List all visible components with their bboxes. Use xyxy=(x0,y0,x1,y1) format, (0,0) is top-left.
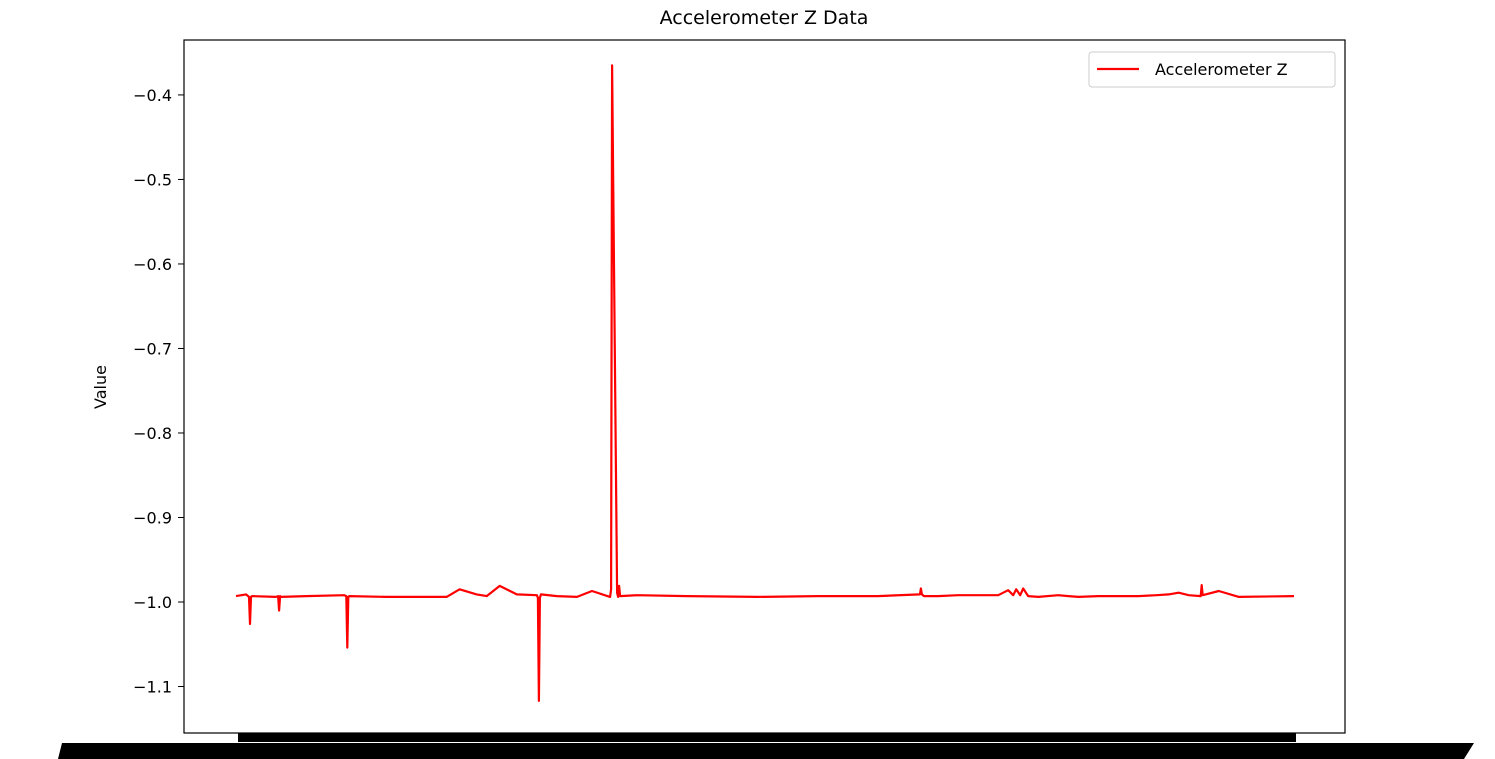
plot-area-frame xyxy=(183,39,1346,734)
chart-title: Accelerometer Z Data xyxy=(660,7,869,29)
y-axis-label: Value xyxy=(91,365,110,409)
y-tick-label: −0.5 xyxy=(133,170,172,189)
legend-label: Accelerometer Z xyxy=(1155,60,1288,79)
y-tick-label: −1.0 xyxy=(133,593,172,612)
series-line-accelerometer-z xyxy=(235,64,1295,703)
y-tick-label: −0.6 xyxy=(133,255,172,274)
y-tick-label: −0.4 xyxy=(133,86,172,105)
y-tick-label: −0.7 xyxy=(133,339,172,358)
y-tick-label: −0.8 xyxy=(133,424,172,443)
y-tick-label: −1.1 xyxy=(133,678,172,697)
y-tick-label: −0.9 xyxy=(133,508,172,527)
legend: Accelerometer Z xyxy=(1088,51,1336,88)
x-tick-label-band-lower xyxy=(58,743,1474,759)
x-tick-label-band xyxy=(238,733,1296,742)
y-axis-ticks: −0.4 −0.5 −0.6 −0.7 −0.8 −0.9 −1.0 −1.1 xyxy=(133,86,184,697)
legend-box xyxy=(1088,51,1336,88)
